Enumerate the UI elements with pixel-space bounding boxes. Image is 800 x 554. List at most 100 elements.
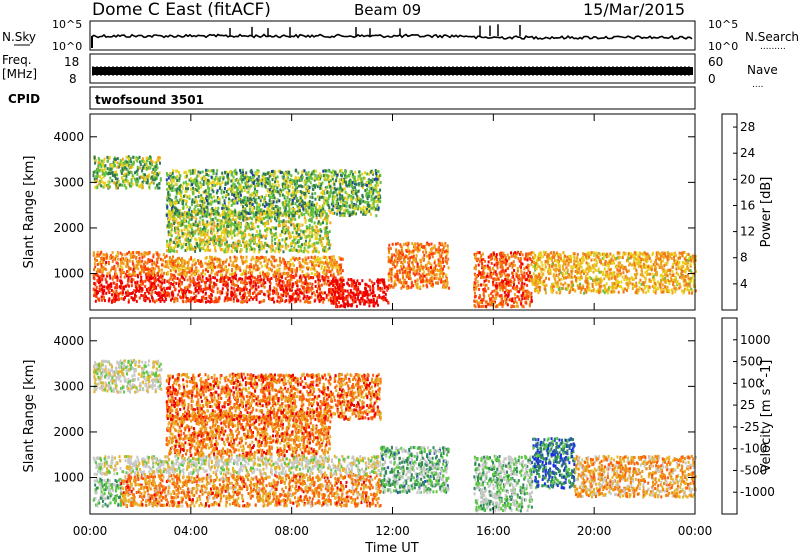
- scatter-point: [159, 296, 162, 300]
- scatter-point: [161, 268, 163, 272]
- scatter-point: [127, 269, 130, 273]
- scatter-point: [275, 282, 278, 286]
- scatter-point: [229, 224, 232, 228]
- scatter-point: [322, 300, 325, 304]
- scatter-point: [184, 261, 187, 265]
- scatter-point: [180, 229, 183, 233]
- scatter-point: [201, 262, 203, 266]
- scatter-point: [358, 299, 361, 303]
- scatter-point: [400, 267, 403, 271]
- scatter-point: [299, 267, 302, 271]
- scatter-point: [310, 227, 313, 231]
- scatter-point: [299, 236, 302, 240]
- scatter-point: [256, 243, 258, 247]
- scatter-point: [519, 264, 522, 268]
- scatter-point: [170, 282, 173, 286]
- cpid-panel: CPID twofsound 3501: [8, 86, 696, 110]
- scatter-point: [338, 293, 340, 297]
- scatter-point: [520, 270, 523, 274]
- scatter-point: [134, 281, 137, 285]
- scatter-point: [504, 286, 507, 289]
- scatter-point: [295, 248, 298, 252]
- scatter-point: [290, 298, 293, 302]
- scatter-point: [179, 287, 182, 291]
- scatter-point: [372, 294, 374, 298]
- scatter-point: [220, 219, 223, 223]
- scatter-point: [196, 270, 199, 274]
- scatter-point: [215, 257, 218, 261]
- scatter-point: [340, 287, 343, 291]
- scatter-point: [234, 264, 237, 268]
- scatter-point: [429, 270, 432, 274]
- scatter-point: [490, 292, 493, 296]
- scatter-point: [199, 227, 202, 231]
- scatter-point: [294, 297, 297, 301]
- scatter-point: [186, 229, 189, 233]
- scatter-point: [315, 258, 318, 262]
- scatter-point: [602, 263, 604, 266]
- scatter-point: [97, 254, 100, 258]
- scatter-point: [193, 283, 196, 287]
- scatter-point: [483, 289, 486, 293]
- scatter-point: [325, 293, 328, 297]
- cpid-frame: [89, 86, 696, 110]
- scatter-point: [307, 245, 310, 249]
- scatter-point: [168, 246, 171, 250]
- scatter-point: [185, 243, 188, 246]
- scatter-point: [430, 252, 433, 256]
- scatter-point: [207, 270, 209, 273]
- scatter-point: [166, 260, 169, 264]
- scatter-point: [333, 300, 336, 304]
- scatter-point: [534, 289, 536, 293]
- scatter-point: [158, 253, 161, 257]
- scatter-point: [342, 288, 345, 292]
- date-label: 15/Mar/2015: [583, 0, 685, 19]
- scatter-point: [256, 278, 259, 281]
- scatter-point: [251, 297, 254, 301]
- scatter-point: [100, 250, 103, 254]
- scatter-point: [114, 276, 117, 279]
- scatter-point: [160, 272, 163, 276]
- scatter-point: [177, 293, 180, 297]
- scatter-point: [263, 259, 266, 263]
- scatter-point: [298, 240, 300, 244]
- scatter-point: [101, 288, 103, 291]
- scatter-point: [216, 259, 219, 263]
- scatter-point: [247, 291, 250, 294]
- scatter-point: [285, 291, 287, 295]
- scatter-point: [101, 285, 104, 289]
- scatter-point: [106, 286, 109, 290]
- scatter-point: [178, 282, 181, 285]
- scatter-point: [511, 297, 514, 301]
- scatter-point: [353, 287, 356, 291]
- scatter-point: [297, 293, 300, 297]
- scatter-point: [274, 227, 277, 231]
- scatter-point: [141, 265, 144, 269]
- scatter-point: [241, 297, 244, 301]
- scatter-point: [119, 251, 122, 255]
- scatter-point: [319, 284, 322, 288]
- scatter-point: [248, 288, 251, 292]
- scatter-point: [204, 272, 207, 276]
- scatter-point: [263, 217, 266, 220]
- scatter-point: [121, 281, 124, 285]
- scatter-point: [549, 269, 552, 272]
- scatter-point: [341, 276, 344, 280]
- scatter-point: [181, 269, 184, 272]
- scatter-point: [113, 286, 116, 290]
- scatter-point: [499, 275, 502, 278]
- scatter-point: [419, 285, 422, 289]
- scatter-point: [224, 283, 227, 287]
- scatter-point: [282, 259, 285, 263]
- scatter-point: [269, 260, 272, 264]
- scatter-point: [225, 275, 228, 279]
- scatter-point: [312, 249, 315, 253]
- scatter-point: [150, 272, 153, 275]
- scatter-point: [129, 292, 132, 296]
- scatter-point: [172, 268, 175, 272]
- scatter-point: [159, 299, 162, 303]
- scatter-point: [274, 217, 276, 221]
- scatter-point: [303, 246, 306, 250]
- scatter-point: [500, 251, 502, 255]
- scatter-point: [270, 219, 273, 223]
